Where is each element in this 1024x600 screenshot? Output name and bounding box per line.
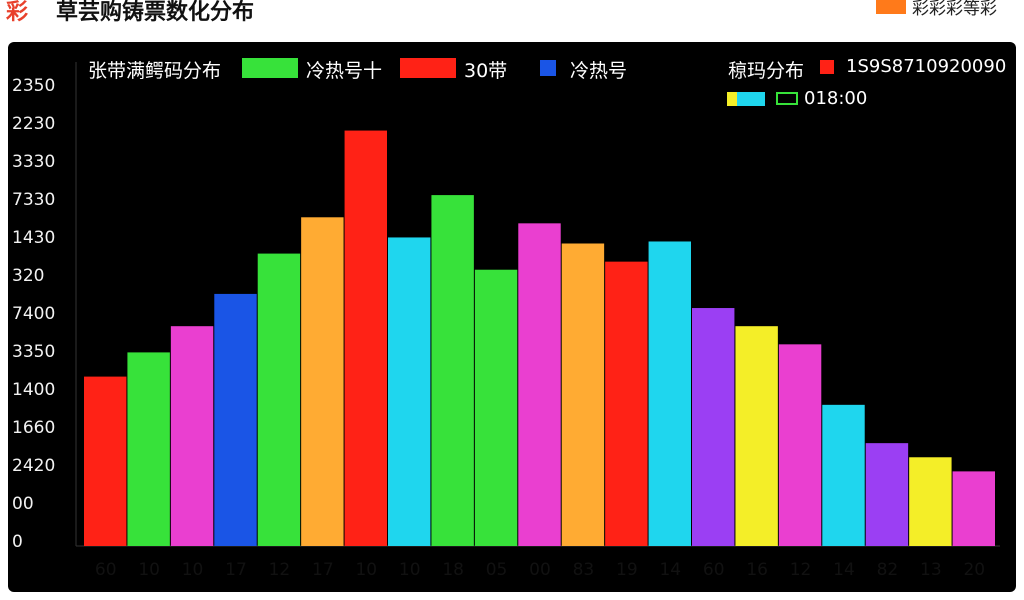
- legend-item-3: 冷热号: [570, 60, 628, 82]
- x-tick-label: 10: [181, 560, 204, 580]
- bar-17: [822, 404, 865, 546]
- bar-18: [865, 443, 909, 546]
- y-tick-label: 2350: [12, 76, 56, 96]
- legend-item-1: 冷热号十: [306, 60, 383, 82]
- bar-3: [214, 293, 257, 546]
- x-tick-label: 18: [442, 560, 464, 580]
- y-tick-label: 3350: [12, 342, 56, 362]
- legend-time: 018:00: [804, 88, 868, 109]
- x-tick-label: 10: [138, 560, 160, 580]
- bar-15: [735, 326, 778, 546]
- brand-name: 彩彩彩等彩: [912, 0, 997, 19]
- bar-12: [605, 261, 648, 546]
- legend-swatch-blue: [540, 60, 556, 76]
- bar-7: [388, 237, 431, 546]
- x-tick-label: 05: [485, 560, 508, 580]
- legend-right-value: 1S9S8710920090: [846, 56, 1007, 77]
- y-tick-label: 1660: [12, 418, 56, 438]
- x-tick-label: 13: [920, 560, 942, 580]
- app-logo: 彩: [6, 0, 30, 25]
- bar-4: [257, 253, 301, 547]
- bar-14: [692, 308, 735, 546]
- bars-group: [84, 130, 995, 547]
- x-tick-label: 60: [702, 560, 725, 580]
- y-tick-label: 1430: [12, 228, 56, 248]
- x-tick-label: 12: [789, 560, 812, 580]
- x-tick-label: 10: [355, 560, 378, 580]
- bar-13: [648, 241, 691, 546]
- bar-5: [301, 217, 344, 547]
- bar-20: [952, 471, 995, 546]
- y-tick-label: 1400: [12, 380, 56, 400]
- bar-0: [84, 376, 127, 546]
- bar-10: [518, 223, 561, 547]
- legend-swatch-green: [242, 58, 298, 78]
- page-title: 草芸购铸票数化分布: [56, 0, 255, 25]
- x-tick-label: 17: [312, 560, 334, 580]
- x-tick-label: 83: [572, 560, 595, 580]
- legend-title: 张带满鳄码分布: [88, 60, 222, 82]
- y-tick-label: 320: [12, 266, 45, 286]
- legend-swatch-yellow: [727, 92, 737, 106]
- bar-16: [778, 344, 822, 546]
- y-tick-label: 3330: [12, 152, 56, 172]
- y-tick-label: 2230: [12, 114, 56, 134]
- x-tick-label: 10: [398, 560, 421, 580]
- battery-icon: [776, 92, 798, 105]
- x-tick-label: 14: [833, 560, 855, 580]
- legend-swatch-red: [400, 58, 456, 78]
- brand-badge-icon: [876, 0, 906, 14]
- bar-19: [909, 457, 952, 546]
- x-tick-label: 16: [746, 560, 768, 580]
- bar-11: [561, 243, 605, 546]
- bar-8: [431, 195, 474, 546]
- bar-2: [170, 326, 214, 546]
- x-tick-label: 82: [876, 560, 899, 580]
- x-tick-label: 20: [963, 560, 986, 580]
- legend-right-title: 䅫玛分布: [728, 60, 805, 82]
- y-tick-label: 0: [12, 532, 23, 552]
- x-tick-label: 60: [94, 560, 117, 580]
- legend-swatch-red-small: [820, 60, 834, 74]
- legend-item-2: 30带: [464, 60, 508, 82]
- bar-9: [474, 269, 518, 546]
- y-tick-label: 2420: [12, 456, 56, 476]
- x-tick-label: 00: [529, 560, 551, 580]
- x-tick-label: 19: [616, 560, 638, 580]
- y-tick-label: 7330: [12, 190, 56, 210]
- y-tick-label: 7400: [12, 304, 56, 324]
- bar-1: [127, 352, 170, 546]
- bar-6: [344, 130, 387, 547]
- y-tick-label: 00: [12, 494, 34, 514]
- legend-swatch-cyan: [737, 92, 765, 106]
- x-tick-label: 17: [225, 560, 247, 580]
- top-bar: 彩 草芸购铸票数化分布 彩彩彩等彩: [0, 0, 1024, 36]
- x-tick-label: 14: [659, 560, 682, 580]
- x-tick-label: 12: [268, 560, 291, 580]
